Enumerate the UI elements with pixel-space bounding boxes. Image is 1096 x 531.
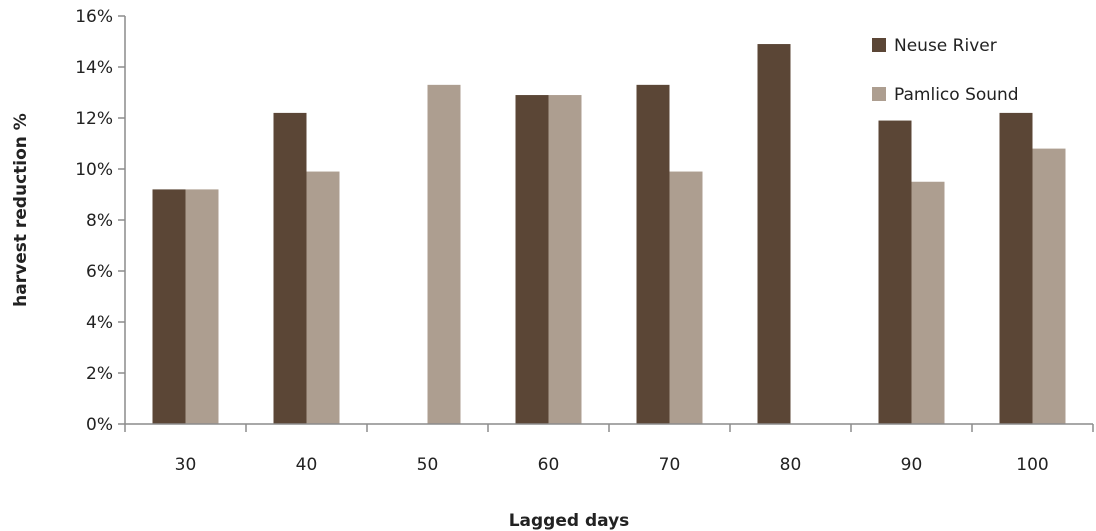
x-tick-label: 70 [659,455,681,475]
y-tick-label: 14% [75,58,113,78]
bar-pamlico-sound-100 [1032,148,1066,424]
x-axis-ticks: 30 40 50 60 70 80 90 100 [124,424,1094,475]
y-tick-label: 0% [86,415,113,435]
y-tick-label: 4% [86,313,113,333]
bars-group [152,44,1066,425]
bar-neuse-river-80 [757,44,791,425]
legend-swatch-pamlico-sound [872,87,886,101]
y-tick-label: 12% [75,109,113,129]
bar-pamlico-sound-90 [911,181,945,424]
legend-label-neuse-river: Neuse River [894,36,997,56]
bar-pamlico-sound-30 [185,189,219,424]
x-tick-label: 60 [538,455,560,475]
x-tick-label: 100 [1016,455,1048,475]
bar-neuse-river-100 [999,112,1033,425]
y-tick-label: 16% [75,7,113,27]
x-tick-label: 80 [780,455,802,475]
x-tick-label: 90 [901,455,923,475]
bar-pamlico-sound-40 [306,171,340,424]
x-axis-title: Lagged days [509,511,630,531]
y-tick-label: 8% [86,211,113,231]
bar-neuse-river-40 [273,112,307,425]
bar-pamlico-sound-60 [548,95,582,425]
bar-neuse-river-30 [152,189,186,424]
y-tick-label: 2% [86,364,113,384]
legend-swatch-neuse-river [872,38,886,52]
x-tick-label: 30 [175,455,197,475]
y-axis-title: harvest reduction % [11,113,31,307]
x-tick-label: 50 [417,455,439,475]
y-tick-label: 10% [75,160,113,180]
bar-neuse-river-90 [878,120,912,425]
bar-pamlico-sound-70 [669,171,703,424]
x-tick-label: 40 [296,455,318,475]
legend: Neuse River Pamlico Sound [872,36,1019,105]
y-axis-ticks: 0% 2% 4% 6% 8% 10% 12% 14% 16% [75,7,125,435]
bar-neuse-river-60 [515,95,549,425]
bar-neuse-river-70 [636,84,670,424]
legend-label-pamlico-sound: Pamlico Sound [894,85,1019,105]
bar-pamlico-sound-50 [427,84,461,424]
y-tick-label: 6% [86,262,113,282]
